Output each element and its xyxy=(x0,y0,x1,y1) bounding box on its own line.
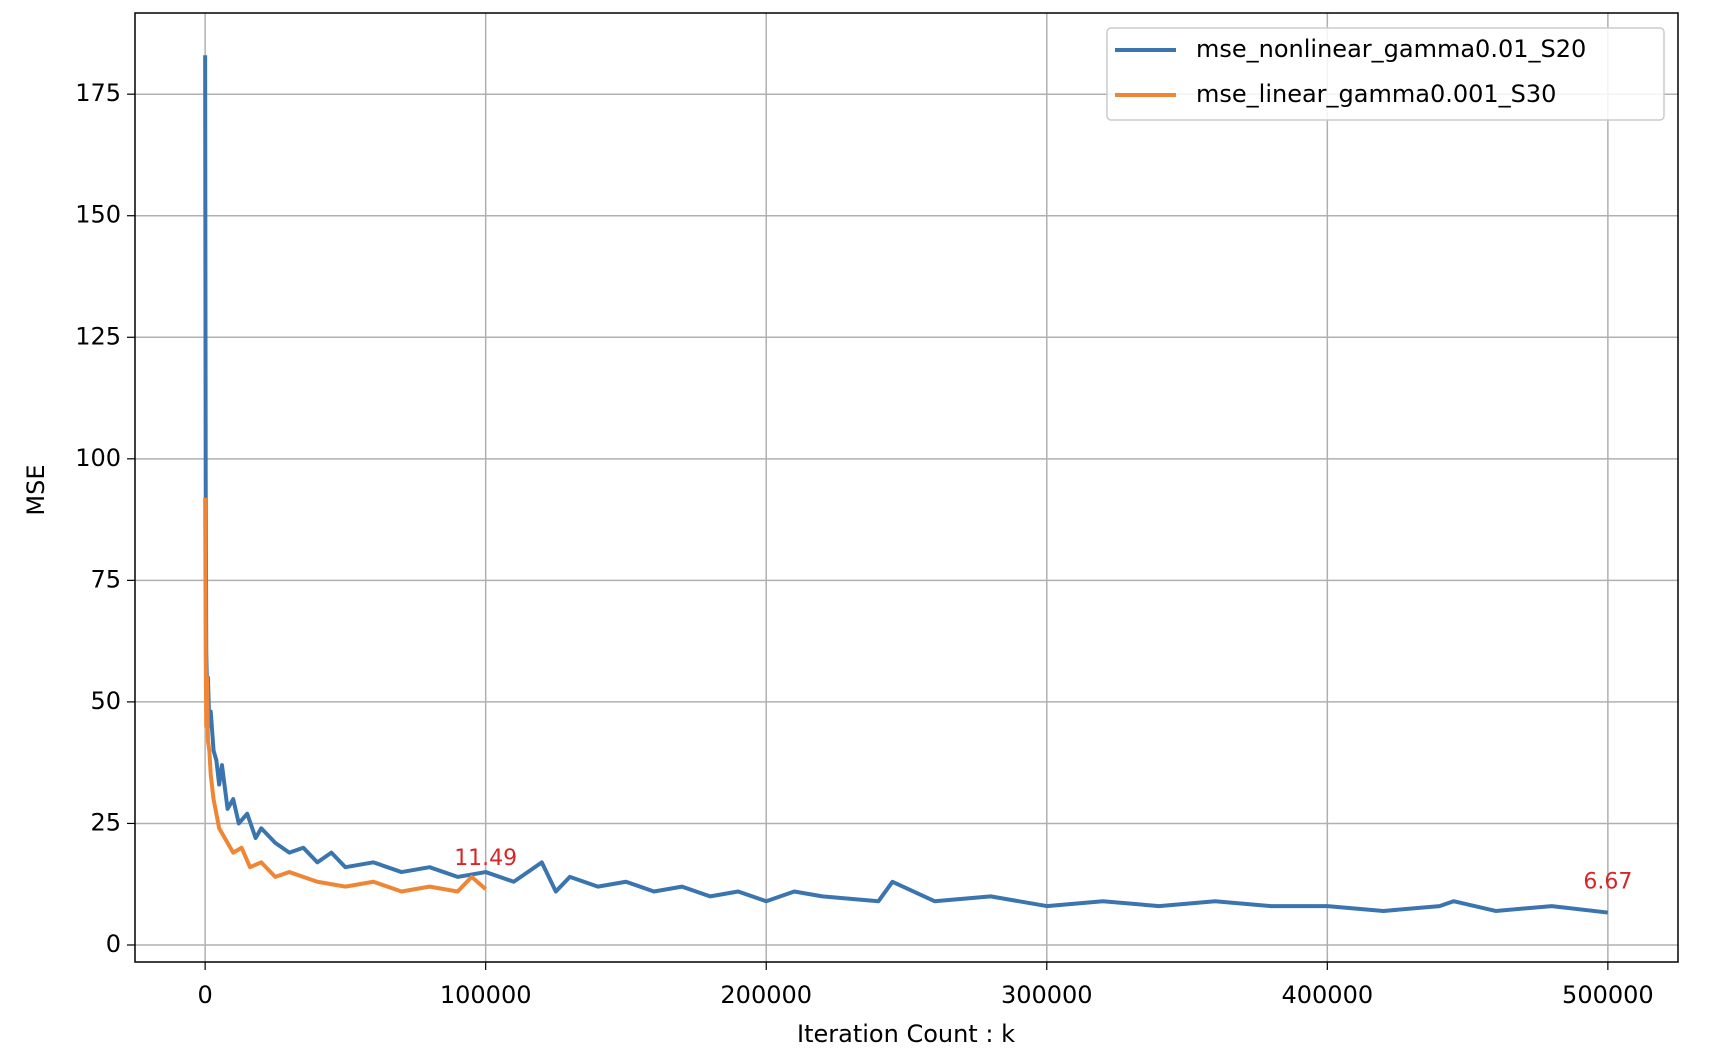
annotation: 11.49 xyxy=(454,846,517,871)
x-tick-label: 300000 xyxy=(1001,981,1093,1009)
plot-frame xyxy=(134,12,1679,963)
y-tick-label: 0 xyxy=(106,930,121,958)
y-tick-label: 50 xyxy=(90,687,121,715)
legend-label: mse_linear_gamma0.001_S30 xyxy=(1196,80,1556,108)
legend-box xyxy=(1106,27,1665,121)
y-tick-label: 25 xyxy=(90,808,121,836)
x-tick-label: 500000 xyxy=(1562,981,1654,1009)
x-tick-label: 0 xyxy=(197,981,212,1009)
y-tick-label: 175 xyxy=(75,79,121,107)
y-tick-label: 125 xyxy=(75,322,121,350)
y-tick-label: 150 xyxy=(75,201,121,229)
series-line xyxy=(203,497,487,894)
y-tick-label: 75 xyxy=(90,565,121,593)
legend-label: mse_nonlinear_gamma0.01_S20 xyxy=(1196,35,1586,63)
x-tick-label: 100000 xyxy=(440,981,532,1009)
y-axis-label: MSE xyxy=(22,464,50,515)
x-tick-label: 400000 xyxy=(1282,981,1374,1009)
x-tick-label: 200000 xyxy=(720,981,812,1009)
annotation: 6.67 xyxy=(1583,870,1632,895)
x-axis-label: Iteration Count : k xyxy=(797,1020,1015,1048)
series-line xyxy=(203,55,1609,915)
y-tick-label: 100 xyxy=(75,444,121,472)
